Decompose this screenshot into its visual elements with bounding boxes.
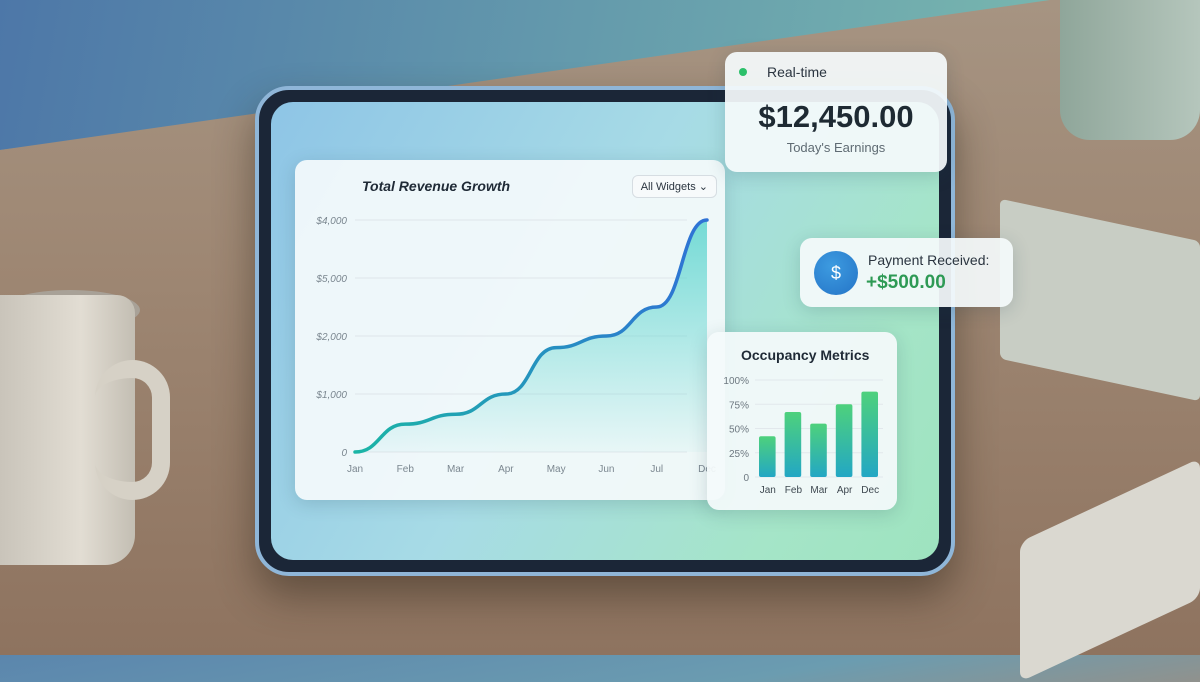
x-tick-label: Mar [810,485,828,496]
payment-card: $ Payment Received: +$500.00 [800,238,1013,307]
occupancy-chart: 0 25% 50% 75% 100% Jan Feb Mar Apr Dec [723,376,883,496]
occupancy-card: Occupancy Metrics 0 25% 50% 75% 100% Jan Feb Ma… [707,332,897,510]
y-tick-label: 25% [729,449,749,460]
earnings-amount: $12,450.00 [758,99,914,134]
hand-dollar-icon: $ [814,251,858,295]
x-tick-label: Mar [447,464,465,475]
x-tick-label: Apr [498,464,514,475]
occupancy-title: Occupancy Metrics [741,347,870,363]
revenue-chart: 0 $1,000 $2,000 $5,000 $4,000 Jan Feb Mar Apr May… [315,216,715,475]
x-tick-label: Feb [397,464,415,475]
payment-title: Payment Received: [868,252,990,268]
x-tick-label: Jan [760,485,776,496]
x-tick-label: Apr [837,485,853,496]
y-tick-label: 0 [743,473,749,484]
x-tick-label: Jun [598,464,614,475]
x-tick-label: Jan [347,464,363,475]
mug-handle [95,360,170,500]
mug [0,295,135,565]
revenue-card: Total Revenue Growth All Widgets ⌄ 0 $1,0… [295,160,725,500]
occupancy-bar [861,391,878,477]
y-tick-label: 75% [729,400,749,411]
chevron-down-icon: ⌄ [698,181,708,193]
x-tick-label: Jul [650,464,663,475]
revenue-area [355,220,707,452]
y-tick-label: $5,000 [315,274,347,285]
revenue-line [353,218,709,454]
y-tick-label: $4,000 [315,216,347,227]
occupancy-bar [835,404,853,477]
occupancy-bar [759,436,776,477]
cup [1060,0,1200,140]
y-tick-label: 50% [729,425,749,436]
occupancy-bar [810,423,827,477]
occupancy-bar [784,412,802,477]
earnings-caption: Today's Earnings [786,140,886,155]
x-tick-label: Dec [861,485,879,496]
y-tick-label: 0 [341,448,347,459]
realtime-card: Real-time $12,450.00 Today's Earnings [725,52,947,172]
widgets-dropdown[interactable]: All Widgets ⌄ [631,175,717,198]
realtime-label: Real-time [767,64,827,80]
x-tick-label: Feb [785,485,803,496]
status-dot-icon [739,68,747,76]
y-tick-label: 100% [723,376,749,387]
dropdown-label: All Widgets [640,181,696,193]
y-tick-label: $1,000 [315,390,347,401]
y-tick-label: $2,000 [315,332,347,343]
payment-amount: +$500.00 [866,272,946,293]
x-tick-label: May [547,464,566,475]
revenue-title: Total Revenue Growth [362,178,511,194]
